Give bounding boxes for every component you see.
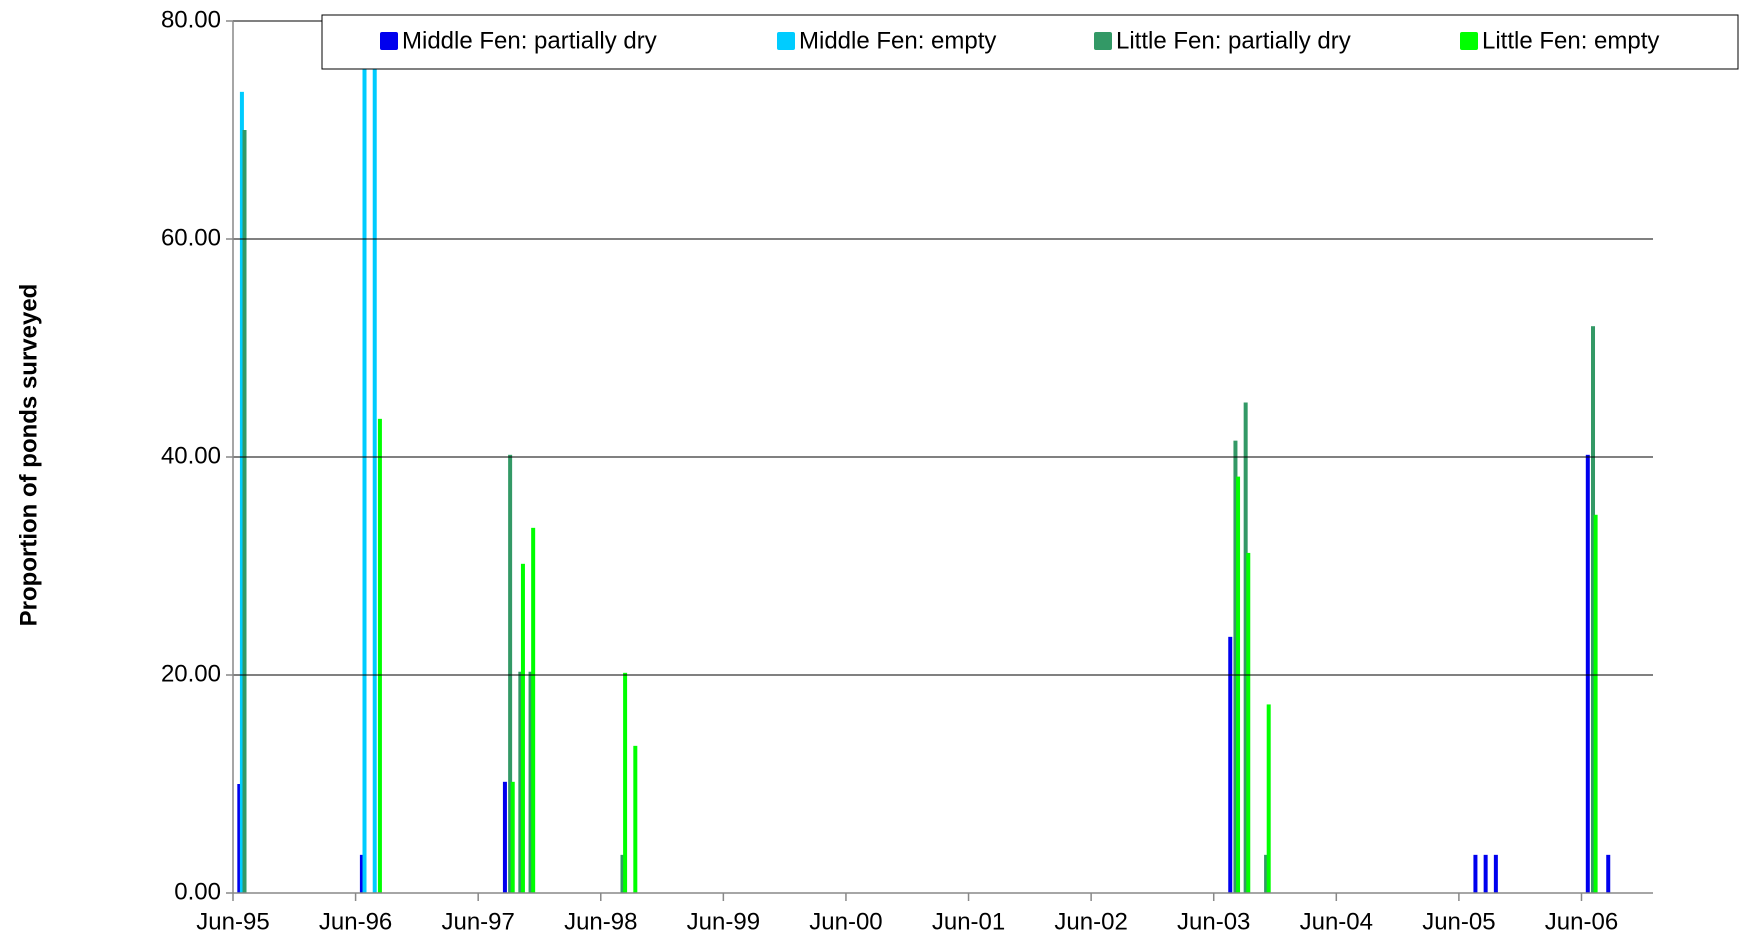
y-tick-label: 40.00: [161, 442, 221, 469]
y-tick-label: 0.00: [174, 878, 221, 905]
bar: [510, 781, 515, 893]
bar: [1228, 636, 1233, 893]
bar: [359, 854, 364, 893]
bar: [502, 781, 507, 893]
bar: [1233, 440, 1238, 893]
bar: [237, 784, 242, 893]
bar: [1591, 326, 1596, 893]
bar: [633, 745, 638, 893]
bar: [1585, 454, 1590, 893]
x-tick-label: Jun-03: [1177, 908, 1250, 935]
bar: [1473, 854, 1478, 893]
bar: [620, 854, 625, 893]
bar: [1493, 854, 1498, 893]
legend-swatch: [1460, 32, 1478, 50]
bar: [1243, 402, 1248, 893]
bar: [508, 454, 513, 893]
x-tick-label: Jun-05: [1422, 908, 1495, 935]
x-tick-label: Jun-97: [441, 908, 514, 935]
bar: [520, 563, 525, 893]
x-tick-label: Jun-98: [564, 908, 637, 935]
legend-swatch: [1094, 32, 1112, 50]
bar: [1236, 476, 1241, 893]
bar: [531, 527, 536, 893]
x-tick-label: Jun-01: [932, 908, 1005, 935]
bar: [528, 671, 533, 893]
bar: [1264, 854, 1269, 893]
y-tick-label: 80.00: [161, 6, 221, 33]
bar: [1246, 552, 1251, 893]
bar: [1483, 854, 1488, 893]
y-tick-label: 20.00: [161, 660, 221, 687]
bar: [623, 672, 628, 893]
legend-box: [321, 14, 1739, 70]
y-tick-label: 60.00: [161, 224, 221, 251]
legend-swatch: [777, 32, 795, 50]
bar: [239, 91, 244, 893]
x-tick-label: Jun-95: [196, 908, 269, 935]
bar: [377, 418, 382, 893]
bar: [1606, 854, 1611, 893]
x-tick-label: Jun-96: [319, 908, 392, 935]
x-tick-label: Jun-00: [809, 908, 882, 935]
legend-swatch: [380, 32, 398, 50]
legend-label: Middle Fen: empty: [799, 27, 996, 54]
x-tick-label: Jun-99: [687, 908, 760, 935]
x-tick-label: Jun-04: [1300, 908, 1373, 935]
legend-label: Little Fen: empty: [1482, 27, 1659, 54]
x-tick-label: Jun-02: [1054, 908, 1127, 935]
bar: [518, 671, 523, 893]
bar: [1593, 514, 1598, 893]
legend-label: Middle Fen: partially dry: [402, 27, 657, 54]
legend-label: Little Fen: partially dry: [1116, 27, 1351, 54]
x-tick-label: Jun-06: [1545, 908, 1618, 935]
bar: [1266, 704, 1271, 893]
y-axis-label: Proportion of ponds surveyed: [15, 284, 42, 627]
bar: [242, 130, 247, 893]
